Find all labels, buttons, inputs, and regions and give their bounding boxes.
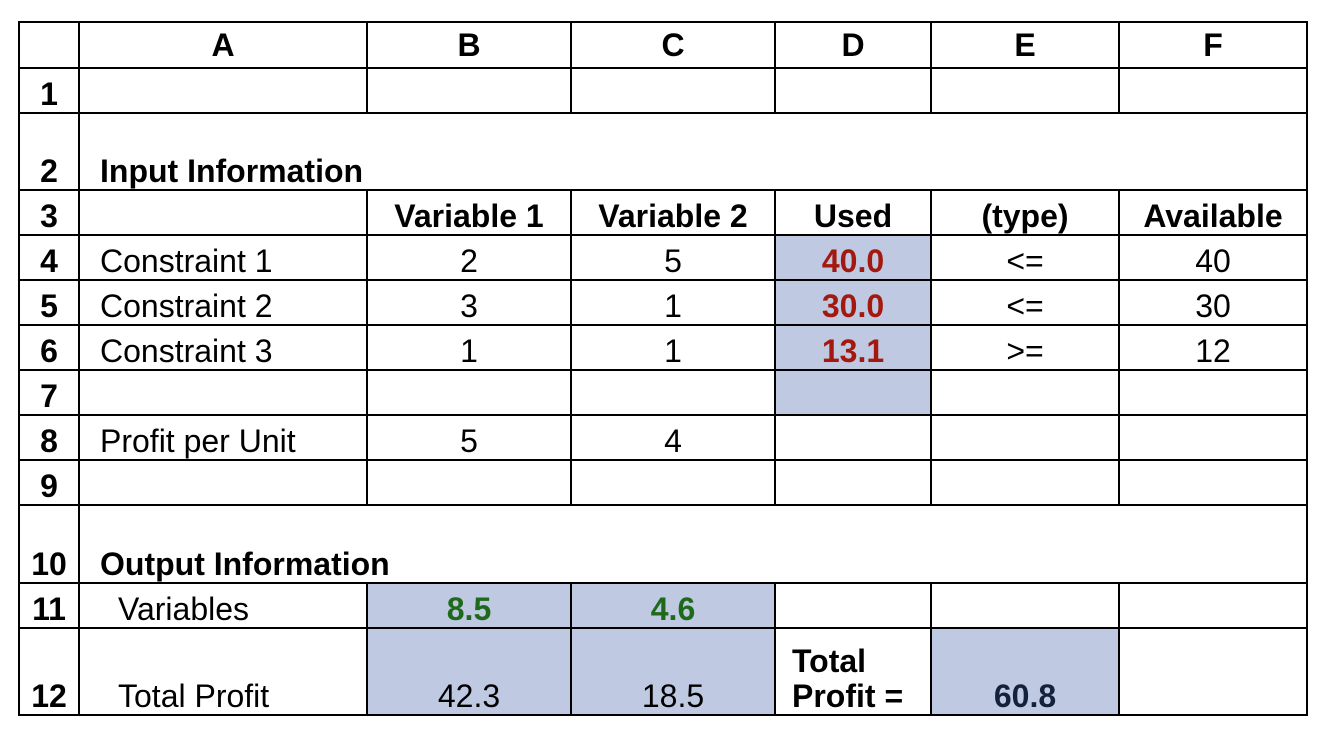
cell-d5[interactable]: 30.0 xyxy=(774,279,932,326)
cell-b8[interactable]: 5 xyxy=(366,414,572,461)
row-6: 6 Constraint 3 1 1 13.1 >= 12 xyxy=(18,324,1308,371)
row-header-5[interactable]: 5 xyxy=(18,279,80,326)
cell-e5[interactable]: <= xyxy=(930,279,1120,326)
row-header-3[interactable]: 3 xyxy=(18,189,80,236)
cell-c7[interactable] xyxy=(570,369,776,416)
row-header-10[interactable]: 10 xyxy=(18,504,80,584)
cell-a3[interactable] xyxy=(78,189,368,236)
cell-f1[interactable] xyxy=(1118,67,1308,114)
row-1: 1 xyxy=(18,67,1308,114)
cell-b12[interactable]: 42.3 xyxy=(366,627,572,716)
cell-d11[interactable] xyxy=(774,582,932,629)
row-header-11[interactable]: 11 xyxy=(18,582,80,629)
cell-d6[interactable]: 13.1 xyxy=(774,324,932,371)
column-header-c[interactable]: C xyxy=(570,21,776,69)
cell-f7[interactable] xyxy=(1118,369,1308,416)
cell-e11[interactable] xyxy=(930,582,1120,629)
cell-e12[interactable]: 60.8 xyxy=(930,627,1120,716)
cell-e9[interactable] xyxy=(930,459,1120,506)
cell-c11[interactable]: 4.6 xyxy=(570,582,776,629)
cell-a4[interactable]: Constraint 1 xyxy=(78,234,368,281)
cell-b5[interactable]: 3 xyxy=(366,279,572,326)
cell-e6[interactable]: >= xyxy=(930,324,1120,371)
cell-c4[interactable]: 5 xyxy=(570,234,776,281)
row-header-9[interactable]: 9 xyxy=(18,459,80,506)
cell-c9[interactable] xyxy=(570,459,776,506)
row-header-2[interactable]: 2 xyxy=(18,112,80,191)
spreadsheet-grid: A B C D E F 1 2 Input Information 3 Vari… xyxy=(18,21,1308,716)
cell-b3[interactable]: Variable 1 xyxy=(366,189,572,236)
column-header-b[interactable]: B xyxy=(366,21,572,69)
row-header-4[interactable]: 4 xyxy=(18,234,80,281)
column-header-d[interactable]: D xyxy=(774,21,932,69)
cell-a12[interactable]: Total Profit xyxy=(78,627,368,716)
cell-d8[interactable] xyxy=(774,414,932,461)
cell-c5[interactable]: 1 xyxy=(570,279,776,326)
cell-b4[interactable]: 2 xyxy=(366,234,572,281)
cell-a6[interactable]: Constraint 3 xyxy=(78,324,368,371)
row-header-8[interactable]: 8 xyxy=(18,414,80,461)
cell-f3[interactable]: Available xyxy=(1118,189,1308,236)
corner-cell[interactable] xyxy=(18,21,80,69)
row-10: 10 Output Information xyxy=(18,504,1308,584)
cell-f4[interactable]: 40 xyxy=(1118,234,1308,281)
row-3: 3 Variable 1 Variable 2 Used (type) Avai… xyxy=(18,189,1308,236)
row-4: 4 Constraint 1 2 5 40.0 <= 40 xyxy=(18,234,1308,281)
cell-f9[interactable] xyxy=(1118,459,1308,506)
row-header-12[interactable]: 12 xyxy=(18,627,80,716)
cell-c6[interactable]: 1 xyxy=(570,324,776,371)
cell-a2-input-information[interactable]: Input Information xyxy=(78,112,1308,191)
column-header-a[interactable]: A xyxy=(78,21,368,69)
cell-d4[interactable]: 40.0 xyxy=(774,234,932,281)
row-11: 11 Variables 8.5 4.6 xyxy=(18,582,1308,629)
cell-e3[interactable]: (type) xyxy=(930,189,1120,236)
cell-f6[interactable]: 12 xyxy=(1118,324,1308,371)
cell-b7[interactable] xyxy=(366,369,572,416)
cell-d9[interactable] xyxy=(774,459,932,506)
cell-d7[interactable] xyxy=(774,369,932,416)
cell-e4[interactable]: <= xyxy=(930,234,1120,281)
cell-f12[interactable] xyxy=(1118,627,1308,716)
row-2: 2 Input Information xyxy=(18,112,1308,191)
cell-c1[interactable] xyxy=(570,67,776,114)
cell-a1[interactable] xyxy=(78,67,368,114)
row-9: 9 xyxy=(18,459,1308,506)
column-header-e[interactable]: E xyxy=(930,21,1120,69)
cell-a5[interactable]: Constraint 2 xyxy=(78,279,368,326)
column-header-row: A B C D E F xyxy=(18,21,1308,69)
cell-e1[interactable] xyxy=(930,67,1120,114)
cell-d1[interactable] xyxy=(774,67,932,114)
cell-b9[interactable] xyxy=(366,459,572,506)
cell-d3[interactable]: Used xyxy=(774,189,932,236)
row-7: 7 xyxy=(18,369,1308,416)
row-5: 5 Constraint 2 3 1 30.0 <= 30 xyxy=(18,279,1308,326)
cell-e7[interactable] xyxy=(930,369,1120,416)
column-header-f[interactable]: F xyxy=(1118,21,1308,69)
cell-e8[interactable] xyxy=(930,414,1120,461)
cell-a11[interactable]: Variables xyxy=(78,582,368,629)
cell-b11[interactable]: 8.5 xyxy=(366,582,572,629)
cell-d12[interactable]: Total Profit = xyxy=(774,627,932,716)
cell-f8[interactable] xyxy=(1118,414,1308,461)
cell-c8[interactable]: 4 xyxy=(570,414,776,461)
cell-a8[interactable]: Profit per Unit xyxy=(78,414,368,461)
row-header-1[interactable]: 1 xyxy=(18,67,80,114)
cell-f11[interactable] xyxy=(1118,582,1308,629)
cell-a9[interactable] xyxy=(78,459,368,506)
cell-a7[interactable] xyxy=(78,369,368,416)
row-8: 8 Profit per Unit 5 4 xyxy=(18,414,1308,461)
row-header-6[interactable]: 6 xyxy=(18,324,80,371)
cell-b1[interactable] xyxy=(366,67,572,114)
cell-b6[interactable]: 1 xyxy=(366,324,572,371)
cell-c3[interactable]: Variable 2 xyxy=(570,189,776,236)
cell-a10-output-information[interactable]: Output Information xyxy=(78,504,1308,584)
row-12: 12 Total Profit 42.3 18.5 Total Profit =… xyxy=(18,627,1308,716)
row-header-7[interactable]: 7 xyxy=(18,369,80,416)
cell-c12[interactable]: 18.5 xyxy=(570,627,776,716)
cell-f5[interactable]: 30 xyxy=(1118,279,1308,326)
